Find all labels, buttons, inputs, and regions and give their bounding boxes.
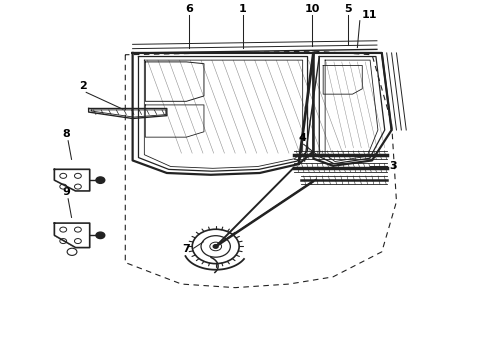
Text: 4: 4: [299, 133, 307, 143]
Text: 2: 2: [79, 81, 87, 91]
Polygon shape: [54, 223, 90, 248]
Circle shape: [96, 232, 105, 239]
Text: 7: 7: [183, 244, 190, 254]
Text: 5: 5: [344, 4, 351, 14]
Text: 1: 1: [239, 4, 246, 14]
Text: 6: 6: [185, 4, 193, 14]
Polygon shape: [54, 170, 90, 191]
Text: 3: 3: [389, 161, 397, 171]
Text: 10: 10: [305, 4, 320, 14]
Text: 9: 9: [63, 187, 71, 197]
Text: 8: 8: [63, 129, 71, 139]
Circle shape: [213, 245, 218, 248]
Circle shape: [96, 177, 105, 183]
Text: 11: 11: [361, 10, 377, 20]
